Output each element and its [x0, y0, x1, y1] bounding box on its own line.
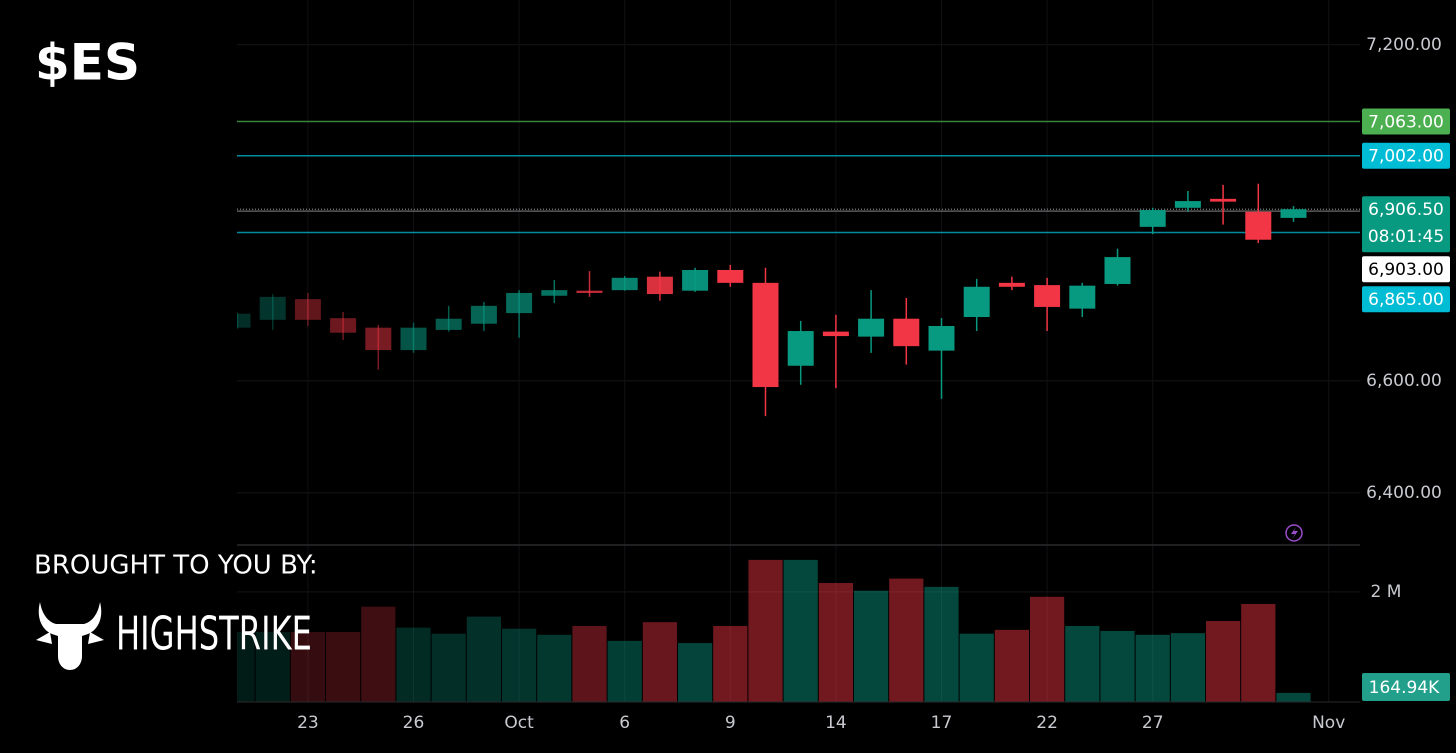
volume-bar — [1206, 621, 1241, 702]
volume-bar — [1241, 603, 1276, 702]
countdown-label: 08:01:45 — [1368, 227, 1444, 247]
volume-bar — [1276, 692, 1311, 702]
candle-body — [998, 282, 1025, 287]
candle-body — [717, 269, 744, 283]
x-tick-label: 9 — [725, 713, 736, 733]
candle-body — [858, 318, 885, 337]
volume-bar — [818, 583, 853, 702]
candle-body — [470, 305, 497, 324]
x-tick-label: 14 — [825, 713, 847, 733]
volume-bar — [466, 616, 501, 702]
volume-bar — [854, 590, 889, 702]
price-label: 6,903.00 — [1368, 260, 1444, 280]
candle-body — [822, 331, 849, 337]
axes: 7,200.00 6,600.00 6,400.00 2 M 23 26 Oct 6 9 14 17… — [297, 35, 1450, 733]
volume-bar — [1065, 625, 1100, 702]
candle-body — [400, 327, 427, 351]
lightning-icon — [1285, 524, 1303, 542]
x-tick-label: 27 — [1142, 713, 1164, 733]
candle-body — [752, 282, 779, 388]
candle-body — [365, 327, 392, 351]
price-label-box — [1362, 108, 1450, 135]
candle-body — [1139, 210, 1166, 227]
candle-body — [1210, 198, 1237, 202]
volume-bar — [1135, 634, 1170, 702]
candle-body — [611, 277, 638, 291]
y-tick-label: 6,600.00 — [1366, 371, 1442, 391]
bull-logo — [36, 602, 104, 670]
candle-body — [1034, 285, 1061, 307]
volume-bar — [959, 633, 994, 702]
x-tick-label: 26 — [403, 713, 425, 733]
volume-bar — [361, 606, 396, 702]
price-label: 7,002.00 — [1368, 147, 1444, 167]
volume-bar — [290, 632, 325, 702]
price-label-box — [1362, 142, 1450, 169]
volume-bar — [396, 627, 431, 702]
x-tick-label: 6 — [619, 713, 630, 733]
candle-body — [259, 296, 286, 320]
x-tick-label: 17 — [931, 713, 953, 733]
x-tick-label: Oct — [504, 713, 534, 733]
volume-bar — [889, 578, 924, 702]
sponsor-name: HIGHSTRIKE — [116, 607, 312, 661]
volume-bar — [924, 586, 959, 702]
volume-bar — [783, 559, 818, 702]
price-label-box — [1362, 256, 1450, 283]
volume-bar — [1170, 633, 1205, 702]
price-label: 6,906.50 — [1368, 200, 1444, 220]
x-tick-label: 23 — [297, 713, 319, 733]
volume-bar — [1100, 630, 1135, 702]
volume-bar — [1030, 596, 1065, 702]
title: $ES — [35, 34, 140, 92]
volume-bar — [748, 559, 783, 702]
volume-bar — [713, 625, 748, 702]
volume-bar — [572, 625, 607, 702]
candle-body — [330, 318, 357, 333]
candle-body — [576, 290, 603, 293]
x-tick-label: Nov — [1312, 713, 1345, 733]
x-tick-label: 22 — [1036, 713, 1058, 733]
candle-body — [435, 318, 462, 330]
volume-bar — [678, 643, 713, 702]
sponsor-caption: BROUGHT TO YOU BY: — [34, 551, 318, 581]
price-label: 6,865.00 — [1368, 290, 1444, 310]
candle-body — [1280, 209, 1307, 218]
candle-body — [506, 292, 533, 314]
candle-body — [1174, 201, 1201, 208]
volume-bar — [994, 629, 1029, 702]
volume-bar — [255, 632, 290, 702]
volume-label-box — [1362, 673, 1450, 701]
y-tick-label: 7,200.00 — [1366, 35, 1442, 55]
volume-bar — [537, 634, 572, 702]
volume-bar — [607, 640, 642, 702]
candle-body — [237, 313, 251, 328]
price-label-box — [1362, 286, 1450, 313]
candle-body — [1069, 285, 1096, 309]
candle-body — [294, 299, 321, 320]
volume-bar — [326, 632, 361, 702]
candle-body — [541, 290, 568, 296]
candle-body — [1104, 257, 1131, 284]
volume-bar — [642, 622, 677, 702]
candle-body — [682, 269, 709, 291]
candle-body — [928, 325, 955, 351]
price-label-box — [1362, 196, 1450, 253]
candle-body — [787, 331, 814, 366]
volume-bar — [502, 628, 537, 702]
candle-body — [646, 276, 673, 295]
plot-area — [237, 120, 1360, 702]
candle-body — [893, 318, 920, 347]
volume-tick-label: 2 M — [1371, 582, 1402, 602]
volume-label: 164.94K — [1369, 678, 1440, 698]
volume-bar — [431, 633, 466, 702]
candle-body — [1245, 211, 1272, 240]
price-label: 7,063.00 — [1368, 113, 1444, 133]
volume-bar — [237, 632, 255, 702]
candle-body — [963, 286, 990, 318]
y-tick-label: 6,400.00 — [1366, 483, 1442, 503]
